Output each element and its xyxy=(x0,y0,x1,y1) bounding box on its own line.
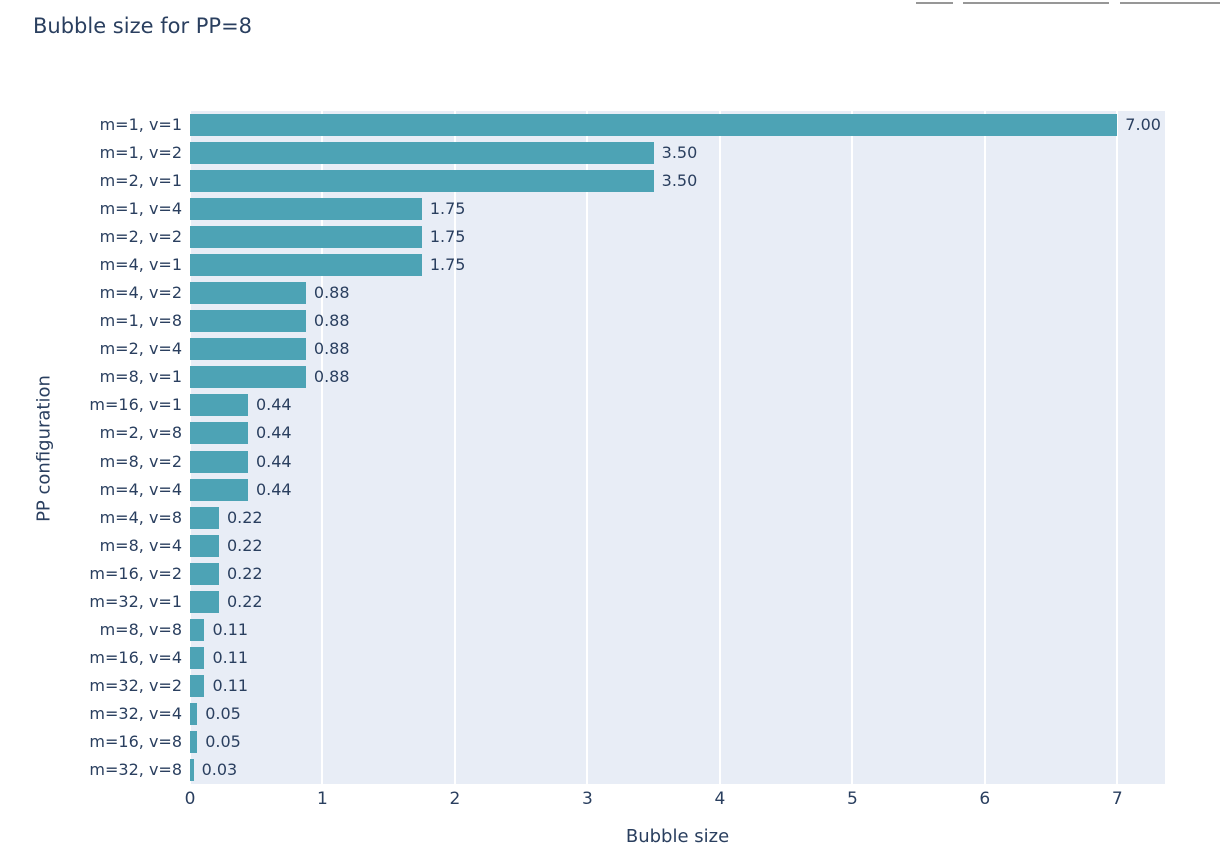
bar-value-label: 3.50 xyxy=(661,171,698,191)
y-axis-tick-labels: m=1, v=1 m=1, v=2 m=2, v=1 m=1, v=4 m=2, v=2… xyxy=(0,111,186,784)
gridline xyxy=(189,111,191,784)
y-tick-label: m=1, v=8 xyxy=(99,311,182,331)
bar[interactable] xyxy=(190,226,422,249)
bar[interactable] xyxy=(190,562,219,585)
bar-value-label: 0.05 xyxy=(205,703,241,723)
y-tick-label: m=8, v=4 xyxy=(99,535,182,555)
bar[interactable] xyxy=(190,702,198,725)
bar-value-label: 0.88 xyxy=(313,367,350,387)
y-tick-label: m=4, v=2 xyxy=(99,283,182,303)
bar[interactable] xyxy=(190,366,306,389)
x-tick-label: 5 xyxy=(846,789,858,809)
cropped-ui-fragment-2 xyxy=(963,2,1109,4)
bar[interactable] xyxy=(190,198,422,221)
x-tick-label: 6 xyxy=(979,789,991,809)
bar-value-label: 1.75 xyxy=(429,227,466,247)
bar-value-label: 0.11 xyxy=(212,619,249,639)
bar-value-label: 0.03 xyxy=(201,759,238,779)
cropped-ui-fragment-1 xyxy=(916,2,953,4)
bar[interactable] xyxy=(190,170,654,193)
bar-value-label: 0.11 xyxy=(212,675,249,695)
bar[interactable] xyxy=(190,142,654,165)
y-tick-label: m=32, v=2 xyxy=(89,675,182,695)
bar-value-label: 0.05 xyxy=(205,731,241,751)
bar[interactable] xyxy=(190,758,194,781)
gridline xyxy=(453,111,456,784)
y-tick-label: m=2, v=2 xyxy=(99,227,182,247)
y-tick-label: m=1, v=4 xyxy=(99,199,182,219)
y-tick-label: m=8, v=8 xyxy=(99,619,182,639)
y-tick-label: m=1, v=2 xyxy=(99,143,182,163)
bar[interactable] xyxy=(190,506,219,529)
x-axis-title: Bubble size xyxy=(625,826,730,847)
bar[interactable] xyxy=(190,730,198,753)
y-tick-label: m=32, v=1 xyxy=(89,591,182,611)
gridline xyxy=(586,111,589,784)
y-tick-label: m=1, v=1 xyxy=(99,115,182,134)
y-tick-label: m=4, v=1 xyxy=(99,255,182,275)
gridline xyxy=(321,111,324,784)
y-tick-label: m=16, v=8 xyxy=(89,731,182,751)
bar-value-label: 0.44 xyxy=(255,451,292,471)
gridline xyxy=(718,111,721,784)
y-tick-label: m=32, v=4 xyxy=(89,703,182,723)
bar-value-label: 0.88 xyxy=(313,339,350,359)
y-tick-label: m=16, v=4 xyxy=(89,647,182,667)
bar[interactable] xyxy=(190,394,248,417)
bar-value-label: 0.11 xyxy=(212,647,249,667)
y-tick-label: m=16, v=2 xyxy=(89,563,182,583)
y-axis-title: PP configuration xyxy=(33,375,55,522)
bar-value-label: 0.44 xyxy=(255,479,292,499)
bar-value-label: 0.44 xyxy=(255,423,292,443)
bar-value-label: 1.75 xyxy=(429,255,466,275)
bar[interactable] xyxy=(190,422,248,445)
chart-title: Bubble size for PP=8 xyxy=(33,14,253,38)
bar-value-label: 0.22 xyxy=(226,535,263,555)
cropped-ui-fragment-3 xyxy=(1120,2,1220,4)
bar-value-label: 0.22 xyxy=(226,563,263,583)
x-axis-tick-labels: 0 1 2 3 4 5 6 7 xyxy=(185,789,1165,809)
bar-value-label: 0.22 xyxy=(226,507,263,527)
bar-value-label: 3.50 xyxy=(661,143,698,163)
y-tick-label: m=32, v=8 xyxy=(89,759,182,779)
gridline xyxy=(1116,111,1119,784)
x-tick-label: 3 xyxy=(581,789,593,809)
bar[interactable] xyxy=(190,646,205,669)
bar[interactable] xyxy=(190,478,248,501)
bar[interactable] xyxy=(190,590,219,613)
plot-area[interactable]: 7.00 3.50 3.50 1.75 1.75 1.75 0.88 0.88 0.88 0.88… xyxy=(189,111,1165,784)
bar[interactable] xyxy=(190,450,248,473)
y-tick-label: m=16, v=1 xyxy=(89,395,182,415)
x-tick-label: 0 xyxy=(184,789,196,809)
x-tick-label: 2 xyxy=(449,789,461,809)
gridline xyxy=(983,111,986,784)
y-tick-label: m=2, v=1 xyxy=(99,171,182,191)
x-tick-label: 7 xyxy=(1111,789,1123,809)
bar-value-label: 0.88 xyxy=(313,311,350,331)
bar[interactable] xyxy=(190,674,205,697)
y-tick-label: m=4, v=4 xyxy=(99,479,182,499)
y-tick-label: m=4, v=8 xyxy=(99,507,182,527)
y-tick-label: m=8, v=2 xyxy=(99,451,182,471)
x-tick-label: 4 xyxy=(714,789,726,809)
bar[interactable] xyxy=(190,618,205,641)
bar[interactable] xyxy=(190,282,306,305)
bar-value-label: 0.44 xyxy=(255,395,292,415)
gridline xyxy=(851,111,854,784)
bar[interactable] xyxy=(190,310,306,333)
y-tick-label: m=2, v=8 xyxy=(99,423,182,443)
y-tick-label: m=8, v=1 xyxy=(99,367,182,387)
bar-value-label: 0.88 xyxy=(313,283,350,303)
bar-value-label: 0.22 xyxy=(226,591,263,611)
bar[interactable] xyxy=(190,534,219,557)
bar-value-label: 7.00 xyxy=(1125,115,1161,135)
x-tick-label: 1 xyxy=(317,789,328,809)
y-tick-label: m=2, v=4 xyxy=(99,339,182,359)
bar[interactable] xyxy=(190,254,422,277)
bar[interactable] xyxy=(190,114,1118,137)
bar-value-label: 1.75 xyxy=(429,199,466,219)
bar[interactable] xyxy=(190,338,306,361)
